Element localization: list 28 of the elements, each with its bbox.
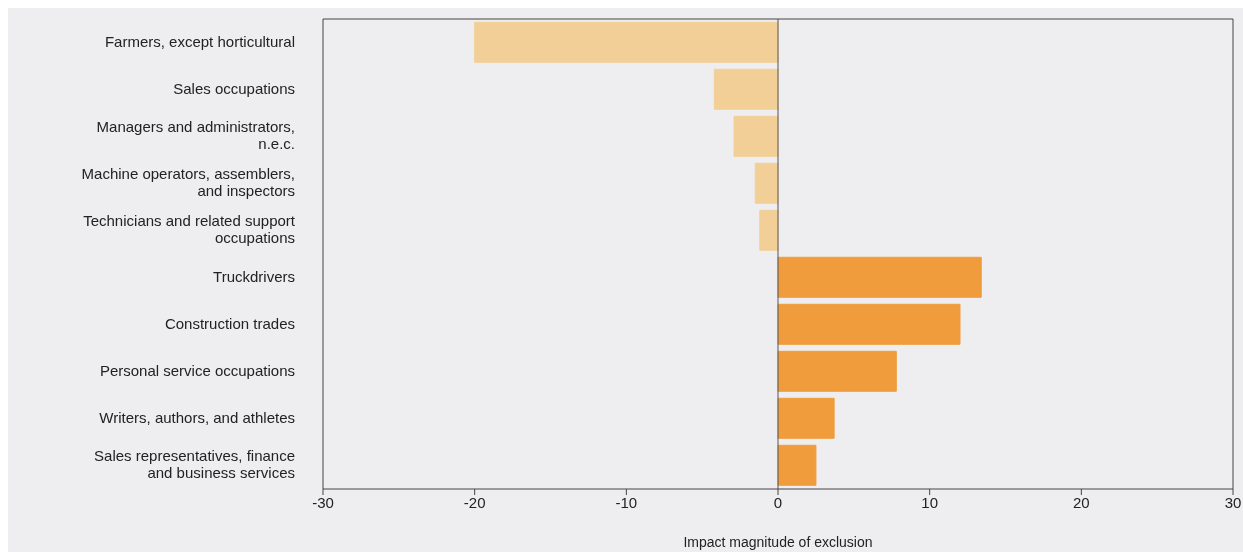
x-tick-label: 30 bbox=[1224, 493, 1242, 511]
bar bbox=[777, 350, 897, 392]
y-tick-label: Farmers, except horticultural bbox=[104, 32, 295, 50]
y-tick-label: Managers and administrators, n.e.c. bbox=[96, 117, 295, 152]
y-tick-label: Sales representatives, finance and business services bbox=[94, 446, 295, 481]
y-tick-label: Writers, authors, and athletes bbox=[99, 408, 295, 426]
bar bbox=[713, 68, 779, 110]
bar bbox=[777, 397, 835, 439]
bar bbox=[777, 256, 982, 298]
x-tick-label: 0 bbox=[773, 493, 783, 511]
bar bbox=[777, 444, 817, 486]
bar bbox=[759, 209, 779, 251]
y-tick-label: Machine operators, assemblers, and inspectors bbox=[81, 164, 295, 199]
bar bbox=[733, 115, 779, 157]
y-tick-label: Technicians and related support occupations bbox=[83, 211, 296, 246]
x-tick-label: 10 bbox=[921, 493, 939, 511]
x-tick-label: -20 bbox=[463, 493, 486, 511]
x-axis-title: Impact magnitude of exclusion bbox=[683, 534, 873, 550]
y-tick-label: Truckdrivers bbox=[213, 267, 295, 285]
bar bbox=[777, 303, 961, 345]
y-tick-label: Sales occupations bbox=[173, 79, 295, 97]
x-tick-label: -30 bbox=[312, 493, 334, 511]
y-tick-label: Construction trades bbox=[164, 314, 295, 332]
x-tick-label: -10 bbox=[615, 493, 638, 511]
x-tick-label: 20 bbox=[1072, 493, 1090, 511]
y-tick-label: Personal service occupations bbox=[99, 361, 295, 379]
bar bbox=[754, 162, 779, 204]
bar bbox=[474, 21, 779, 63]
